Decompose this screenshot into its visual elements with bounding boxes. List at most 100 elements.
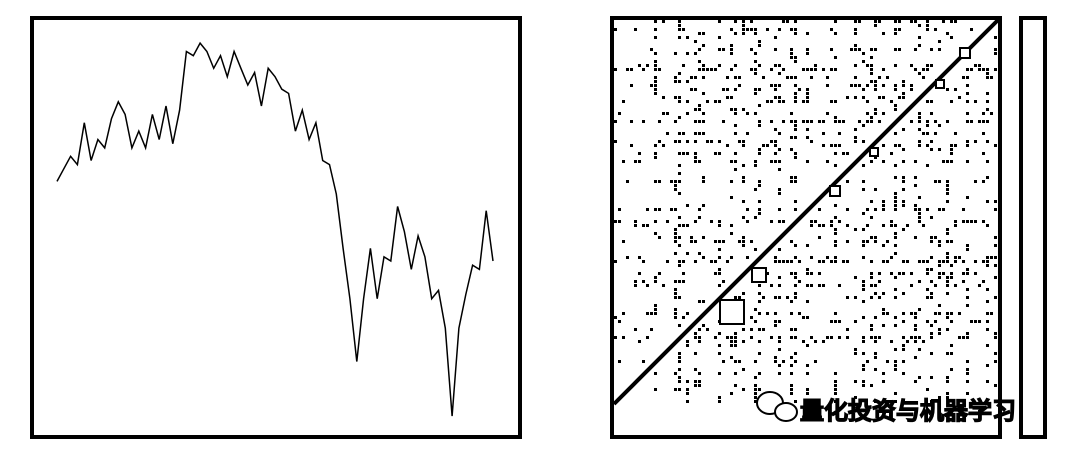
- matrix-dot: [742, 244, 745, 247]
- matrix-dot: [934, 284, 937, 287]
- matrix-dot: [730, 96, 733, 99]
- matrix-dot: [946, 188, 949, 191]
- matrix-dot: [802, 316, 805, 319]
- matrix-dot: [966, 360, 969, 363]
- matrix-dot: [862, 88, 865, 91]
- matrix-dot: [734, 20, 737, 23]
- matrix-dot: [750, 240, 753, 243]
- matrix-dot: [698, 300, 701, 303]
- matrix-dot: [662, 284, 665, 287]
- matrix-dot: [718, 344, 721, 347]
- matrix-dot: [826, 336, 829, 339]
- matrix-dot: [902, 348, 905, 351]
- matrix-dot: [686, 312, 689, 315]
- matrix-dot: [742, 240, 745, 243]
- matrix-dot: [846, 260, 849, 263]
- matrix-dot: [618, 320, 621, 323]
- matrix-dot: [718, 372, 721, 375]
- matrix-dot: [718, 140, 721, 143]
- matrix-dot: [778, 220, 781, 223]
- matrix-dot: [918, 120, 921, 123]
- matrix-dot: [682, 28, 685, 31]
- matrix-dot: [674, 236, 677, 239]
- matrix-dot: [678, 172, 681, 175]
- matrix-dot: [666, 112, 669, 115]
- matrix-dot: [638, 340, 641, 343]
- matrix-dot: [930, 400, 933, 403]
- matrix-dot: [806, 284, 809, 287]
- matrix-dot: [770, 68, 773, 71]
- matrix-dot: [974, 140, 977, 143]
- matrix-dot: [654, 20, 657, 23]
- matrix-dot: [686, 400, 689, 403]
- matrix-dot: [894, 84, 897, 87]
- matrix-dot: [802, 340, 805, 343]
- matrix-dot: [930, 100, 933, 103]
- matrix-dot: [938, 396, 941, 399]
- matrix-dot: [686, 80, 689, 83]
- matrix-dot: [882, 160, 885, 163]
- matrix-dot: [794, 292, 797, 295]
- matrix-dot: [682, 272, 685, 275]
- matrix-dot: [654, 388, 657, 391]
- matrix-dot: [718, 64, 721, 67]
- matrix-dot: [774, 356, 777, 359]
- matrix-dot: [734, 344, 737, 347]
- matrix-dot: [866, 240, 869, 243]
- matrix-dot: [938, 244, 941, 247]
- matrix-dot: [914, 316, 917, 319]
- matrix-dot: [882, 144, 885, 147]
- matrix-dot: [674, 184, 677, 187]
- matrix-dot: [894, 192, 897, 195]
- matrix-dot: [994, 256, 997, 259]
- matrix-dot: [946, 392, 949, 395]
- matrix-dot: [954, 144, 957, 147]
- matrix-dot: [754, 112, 757, 115]
- matrix-dot: [854, 352, 857, 355]
- matrix-dot: [750, 20, 753, 23]
- matrix-dot: [682, 280, 685, 283]
- matrix-dot: [654, 80, 657, 83]
- matrix-dot: [782, 360, 785, 363]
- matrix-dot: [842, 152, 845, 155]
- matrix-dot: [970, 28, 973, 31]
- matrix-dot: [614, 140, 617, 143]
- matrix-dot: [914, 312, 917, 315]
- matrix-dot: [870, 384, 873, 387]
- matrix-dot: [702, 92, 705, 95]
- matrix-dot: [654, 76, 657, 79]
- matrix-dot: [822, 132, 825, 135]
- matrix-dot: [678, 96, 681, 99]
- matrix-dot: [698, 216, 701, 219]
- matrix-dot: [986, 260, 989, 263]
- matrix-dot: [754, 160, 757, 163]
- matrix-dot: [858, 20, 861, 23]
- matrix-dot: [794, 124, 797, 127]
- matrix-dot: [958, 96, 961, 99]
- matrix-dot: [654, 144, 657, 147]
- matrix-dot: [754, 88, 757, 91]
- matrix-dot: [926, 208, 929, 211]
- matrix-dot: [914, 160, 917, 163]
- matrix-dot: [894, 200, 897, 203]
- matrix-dot: [854, 84, 857, 87]
- matrix-dot: [682, 316, 685, 319]
- matrix-dot: [894, 368, 897, 371]
- matrix-dot: [642, 280, 645, 283]
- matrix-dot: [746, 112, 749, 115]
- matrix-dot: [678, 296, 681, 299]
- matrix-dot: [806, 120, 809, 123]
- matrix-dot: [930, 376, 933, 379]
- matrix-dot: [682, 132, 685, 135]
- matrix-dot: [686, 152, 689, 155]
- matrix-dot: [902, 204, 905, 207]
- matrix-dot: [946, 200, 949, 203]
- matrix-dot: [770, 100, 773, 103]
- matrix-dot: [702, 236, 705, 239]
- matrix-dot: [718, 284, 721, 287]
- matrix-dot: [882, 32, 885, 35]
- matrix-dot: [678, 72, 681, 75]
- matrix-dot: [878, 96, 881, 99]
- matrix-dot: [734, 360, 737, 363]
- matrix-dot: [922, 76, 925, 79]
